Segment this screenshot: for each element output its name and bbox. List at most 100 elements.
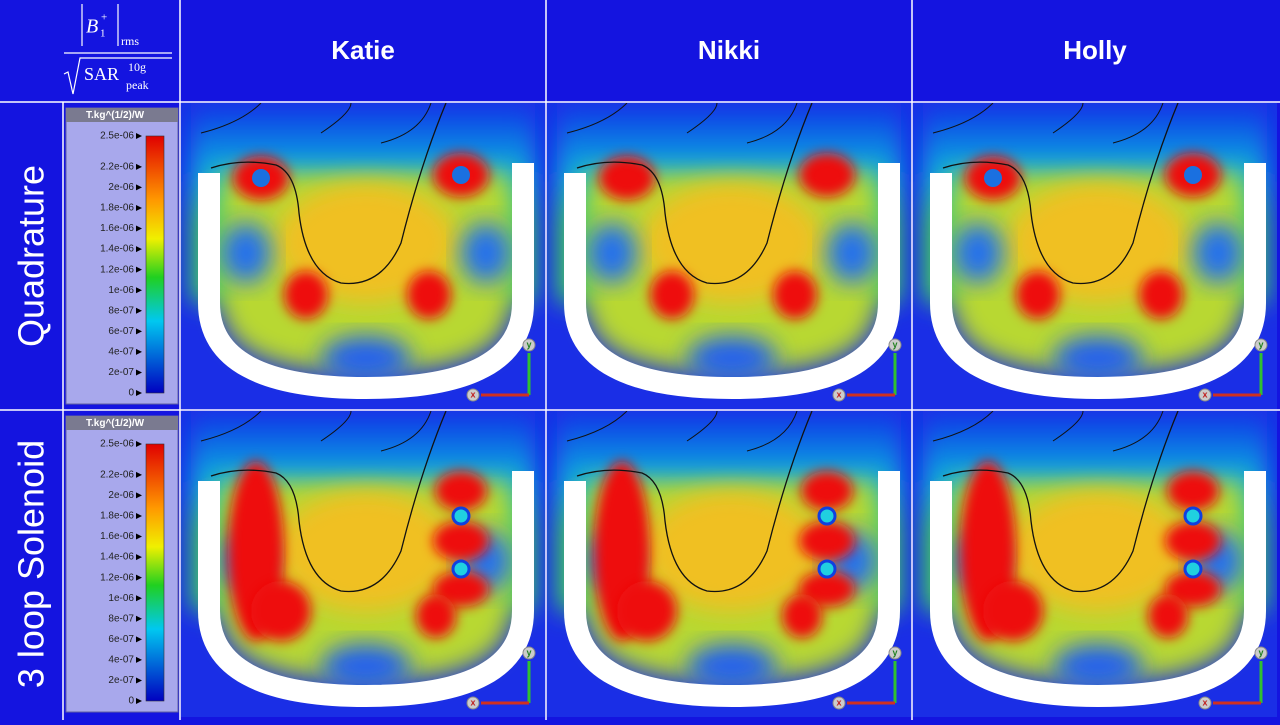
- field-hotspot: [782, 594, 822, 638]
- tissue-contour: [942, 103, 1179, 285]
- axis-x-label: x: [836, 697, 841, 707]
- field-hotspot: [773, 271, 817, 319]
- legend-tick: [136, 533, 142, 540]
- axis-x-badge: [832, 388, 846, 402]
- axis-triad: yx: [1198, 646, 1268, 710]
- field-low: [687, 644, 777, 688]
- legend-tick: [136, 698, 142, 704]
- column-header: Holly: [1063, 35, 1127, 65]
- axis-triad: yx: [832, 646, 902, 710]
- field-low: [461, 223, 511, 283]
- coil-marker: [984, 169, 1002, 187]
- coil-marker: [1184, 166, 1202, 184]
- axis-y-label: y: [1258, 339, 1263, 349]
- field-map: yx: [547, 411, 911, 717]
- formula-denominator: SAR: [84, 64, 119, 84]
- formula-denominator-subscript: peak: [126, 78, 149, 92]
- axis-y-badge: [888, 338, 902, 352]
- tissue-contour: [566, 103, 798, 144]
- tissue-contour: [576, 103, 813, 285]
- axis-x-badge: [832, 696, 846, 710]
- legend-tick-label: 1.6e-06: [100, 531, 134, 542]
- axis-triad: yx: [466, 646, 536, 710]
- legend-tick: [136, 512, 142, 519]
- legend-tick-label: 2.2e-06: [100, 161, 134, 172]
- field-center: [276, 491, 456, 611]
- legend-tick-label: 2.5e-06: [100, 131, 134, 142]
- legend-tick-label: 1.2e-06: [100, 264, 134, 275]
- legend-tick: [136, 656, 142, 663]
- field-low: [687, 336, 777, 380]
- field-null: [451, 506, 471, 526]
- field-center: [642, 183, 822, 303]
- axis-triad: yx: [1198, 338, 1268, 402]
- field-hotspot: [1139, 271, 1183, 319]
- axis-triad: yx: [832, 338, 902, 402]
- legend-tick: [136, 184, 142, 191]
- field-center: [276, 183, 456, 303]
- colorbar: [145, 135, 165, 394]
- legend: T.kg^(1/2)/W 2.5e-06 2.2e-06 2e-06 1.8e-06 1.…: [65, 415, 179, 713]
- legend-unit: T.kg^(1/2)/W: [86, 418, 145, 429]
- legend-tick: [136, 204, 142, 211]
- field-hotspot: [284, 271, 328, 319]
- tissue-contour: [942, 411, 1179, 593]
- legend-tick-label: 4e-07: [108, 347, 134, 358]
- legend-tick-label: 1.8e-06: [100, 203, 134, 214]
- legend-tick: [136, 554, 142, 561]
- row-label: Quadrature: [11, 165, 52, 347]
- table-surface: [198, 163, 534, 400]
- axis-y-label: y: [1258, 647, 1263, 657]
- axis-triad: yx: [466, 338, 536, 402]
- field-hotspot: [983, 581, 1043, 641]
- axis-x-label: x: [1202, 697, 1207, 707]
- field-hotspot: [799, 153, 855, 197]
- field-low: [587, 223, 637, 283]
- field-hotspot: [251, 581, 311, 641]
- legend-tick-label: 6e-07: [108, 634, 134, 645]
- table-surface: [930, 471, 1266, 708]
- field-map: yx: [181, 103, 545, 409]
- coil-marker: [452, 166, 470, 184]
- legend-tick-label: 2.2e-06: [100, 469, 134, 480]
- field-center: [642, 491, 822, 611]
- axis-y-label: y: [526, 647, 531, 657]
- field-map: yx: [913, 103, 1277, 409]
- legend-tick: [136, 369, 142, 376]
- axis-x-badge: [466, 388, 480, 402]
- field-hotspot: [1165, 521, 1221, 561]
- axis-y-badge: [522, 646, 536, 660]
- axis-y-badge: [888, 646, 902, 660]
- legend-tick-label: 1.8e-06: [100, 511, 134, 522]
- legend: T.kg^(1/2)/W 2.5e-06 2.2e-06 2e-06 1.8e-06 1.…: [65, 107, 179, 405]
- table-surface: [564, 471, 900, 708]
- axis-y-badge: [1254, 646, 1268, 660]
- legend-tick: [136, 328, 142, 335]
- axis-x-label: x: [836, 389, 841, 399]
- axis-x-badge: [466, 696, 480, 710]
- axis-x-label: x: [1202, 389, 1207, 399]
- legend-header: [66, 108, 178, 122]
- field-hotspot: [416, 594, 456, 638]
- field-hotspot: [599, 156, 655, 200]
- row-label: 3 loop Solenoid: [11, 440, 52, 688]
- legend-tick-label: 2.5e-06: [100, 439, 134, 450]
- field-low: [321, 644, 411, 688]
- legend-tick: [136, 163, 142, 170]
- field-map: yx: [913, 411, 1277, 717]
- field-low: [1053, 336, 1143, 380]
- field-null: [817, 506, 837, 526]
- column-header: Katie: [331, 35, 395, 65]
- axis-x-label: x: [470, 389, 475, 399]
- legend-tick: [136, 636, 142, 643]
- column-headers: Katie Nikki Holly: [331, 35, 1127, 65]
- legend-tick-label: 2e-07: [108, 675, 134, 686]
- legend-tick-label: 6e-07: [108, 326, 134, 337]
- legend-tick: [136, 471, 142, 478]
- formula-superscript: +: [101, 12, 107, 24]
- formula-subscript: 1: [100, 28, 106, 40]
- coil-marker: [252, 169, 270, 187]
- tissue-contour: [200, 411, 432, 452]
